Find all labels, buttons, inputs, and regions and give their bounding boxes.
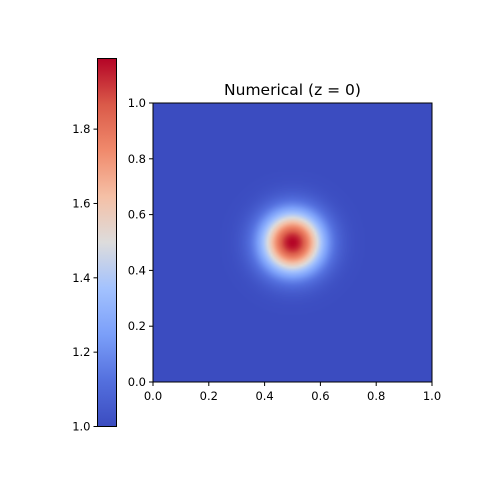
y-tick-label: 0.0 — [128, 375, 146, 389]
x-axis-ticks: 0.0 0.2 0.4 0.6 0.8 1.0 — [144, 382, 441, 403]
x-tick-label: 0.8 — [367, 389, 385, 403]
plot-frame — [152, 102, 433, 383]
colorbar-tick-label: 1.0 — [72, 420, 90, 434]
x-tick-label: 0.6 — [311, 389, 329, 403]
colorbar-ticks: 1.0 1.2 1.4 1.6 1.8 — [72, 122, 98, 434]
y-tick-label: 0.6 — [128, 208, 146, 222]
colorbar-tick-label: 1.4 — [72, 271, 90, 285]
heatmap-image — [153, 103, 432, 382]
colorbar-frame — [97, 58, 117, 427]
x-tick-label: 0.0 — [144, 389, 162, 403]
colorbar-tick-label: 1.2 — [72, 345, 90, 359]
x-tick-label: 0.4 — [255, 389, 273, 403]
y-axis-ticks: 0.0 0.2 0.4 0.6 0.8 1.0 — [128, 96, 153, 389]
chart-title: Numerical (z = 0) — [224, 81, 361, 99]
colorbar-gradient — [97, 58, 117, 427]
colorbar-tick-label: 1.8 — [72, 122, 90, 136]
y-tick-label: 0.8 — [128, 152, 146, 166]
y-tick-label: 0.4 — [128, 263, 146, 277]
x-tick-label: 1.0 — [423, 389, 441, 403]
x-tick-label: 0.2 — [200, 389, 218, 403]
y-tick-label: 1.0 — [128, 96, 146, 110]
colorbar: 1.0 1.2 1.4 1.6 1.8 — [72, 58, 117, 434]
y-tick-label: 0.2 — [128, 319, 146, 333]
heatmap-plot: Numerical (z = 0) 0.0 0.2 0.4 0.6 0.8 1.0 0.0… — [128, 81, 441, 403]
colorbar-tick-label: 1.6 — [72, 196, 90, 210]
